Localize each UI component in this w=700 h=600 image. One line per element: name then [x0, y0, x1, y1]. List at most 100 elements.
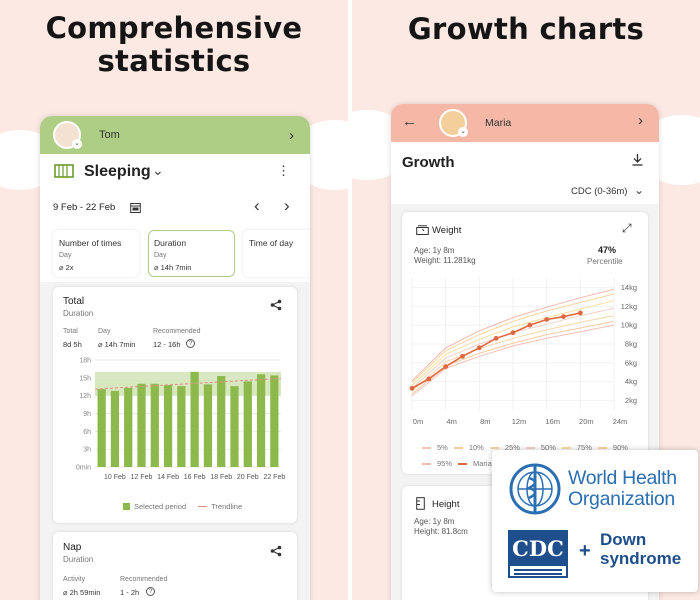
phone-frame-statistics: ⌄ Tom › Sleeping ⌄ ⋮ 9 Feb - 22 Feb	[40, 116, 310, 600]
y-tick-label: 12kg	[621, 302, 637, 311]
avatar[interactable]: ⌄	[53, 121, 82, 149]
page-title: Growth	[402, 154, 455, 171]
legend-25: 25%	[504, 443, 520, 452]
left-headline-line1: Comprehensive	[45, 11, 303, 45]
total-card: Total Duration Total 8d 5h Day ⌀ 14h 7mi…	[53, 287, 297, 523]
percentile-value: 47%	[598, 245, 617, 255]
ruler-icon	[416, 497, 425, 510]
back-arrow-icon[interactable]: ←	[402, 113, 417, 130]
previous-arrow-icon[interactable]: ‹	[254, 196, 260, 215]
x-tick-label: 20 Feb	[237, 474, 259, 481]
share-icon[interactable]	[270, 299, 282, 311]
help-icon[interactable]: ?	[186, 339, 195, 348]
legend-maria: Maria	[473, 459, 492, 468]
maria-point	[493, 335, 499, 341]
stat-value: ⌀ 14h 7min	[98, 340, 136, 349]
card-title: Nap	[63, 542, 82, 553]
bar	[256, 374, 266, 467]
y-tick-label: 6h	[83, 429, 91, 436]
stat-tab-time-of-day[interactable]: Time of day	[243, 230, 310, 277]
maria-point	[426, 376, 432, 382]
chevron-down-icon: ⌄	[72, 139, 82, 149]
height-age: Age: 1y 8m	[414, 517, 455, 526]
x-tick-label: 16 Feb	[184, 474, 206, 481]
bar	[137, 383, 146, 467]
avatar[interactable]: ⌄	[439, 109, 468, 137]
next-arrow-icon[interactable]: ›	[284, 196, 290, 215]
x-tick-label: 4m	[446, 417, 456, 426]
share-icon[interactable]	[270, 545, 282, 557]
weight-card: Weight ⤢ Age: 1y 8m Weight: 11.281kg 47%…	[402, 212, 648, 474]
left-headline-line2: statistics	[97, 44, 251, 78]
chevron-down-icon[interactable]: ⌄	[634, 183, 645, 197]
chevron-right-icon[interactable]: ›	[289, 126, 294, 144]
profile-bar[interactable]: ← ⌄ Maria ›	[391, 104, 659, 142]
help-icon[interactable]: ?	[146, 587, 155, 596]
maria-point	[476, 345, 482, 351]
legend-swatch-selected	[123, 503, 130, 510]
legend-swatch	[525, 446, 535, 449]
chart-standard-select[interactable]: CDC (0-36m)	[571, 186, 628, 197]
more-menu-icon[interactable]: ⋮	[277, 163, 290, 178]
down-syndrome-line1: Down	[600, 530, 647, 549]
cdc-logo: CDC	[508, 530, 568, 578]
bar	[243, 381, 252, 467]
bar	[124, 387, 133, 467]
stat-tab-sub: Day	[59, 252, 72, 259]
x-tick-label: 10 Feb	[104, 474, 126, 481]
stat-tab-title: Duration	[154, 238, 187, 248]
activity-title[interactable]: Sleeping	[84, 163, 151, 180]
legend-50: 50%	[540, 443, 556, 452]
legend-swatch	[422, 462, 431, 465]
growth-panel: Growth charts ← ⌄ Maria › Growth CDC (0-…	[352, 0, 700, 600]
y-tick-label: 14kg	[621, 283, 637, 292]
y-tick-label: 2kg	[625, 396, 637, 405]
chevron-down-icon[interactable]: ⌄	[152, 162, 164, 178]
legend-90: 90%	[612, 443, 628, 452]
maria-point	[409, 385, 415, 391]
chevron-right-icon[interactable]: ›	[638, 112, 643, 129]
legend-swatch	[453, 446, 463, 449]
bar	[190, 371, 199, 467]
y-tick-label: 12h	[79, 393, 91, 400]
download-icon[interactable]	[631, 153, 644, 166]
calendar-icon[interactable]	[130, 202, 141, 213]
x-tick-label: 12m	[512, 417, 527, 426]
card-title: Total	[63, 296, 85, 307]
stat-tab-value: ⌀ 14h 7min	[154, 263, 192, 272]
who-name-line2: Organization	[568, 488, 675, 510]
profile-name: Maria	[485, 117, 512, 129]
stat-tab-sub: Day	[154, 252, 167, 259]
fullscreen-icon[interactable]: ⤢	[622, 221, 632, 235]
stat-value: ⌀ 2h 59min	[63, 588, 101, 597]
x-tick-label: 24m	[613, 417, 628, 426]
maria-point	[443, 364, 449, 370]
stat-value: 1 - 2h	[120, 588, 140, 597]
maria-point	[510, 330, 516, 336]
bar	[270, 375, 279, 467]
crib-icon	[54, 164, 74, 178]
percentile-line	[411, 300, 615, 386]
weight-age: Age: 1y 8m	[414, 246, 455, 255]
percentile-label: Percentile	[587, 257, 623, 266]
x-tick-label: 22 Feb	[263, 474, 285, 481]
stat-tab-value: ⌀ 2x	[59, 263, 74, 272]
activity-header: Sleeping ⌄ ⋮	[40, 154, 310, 184]
profile-bar[interactable]: ⌄ Tom ›	[40, 116, 310, 154]
legend-swatch	[422, 446, 431, 449]
stat-tab-title: Time of day	[249, 238, 294, 248]
x-tick-label: 16m	[545, 417, 560, 426]
card-subtitle: Duration	[63, 309, 94, 318]
stat-tab-title: Number of times	[59, 238, 122, 248]
who-emblem-icon	[509, 463, 561, 515]
stat-tab-duration[interactable]: Duration Day ⌀ 14h 7min	[148, 230, 235, 277]
stat-tab-number-of-times[interactable]: Number of times Day ⌀ 2x	[53, 230, 139, 277]
bar	[203, 384, 213, 467]
y-tick-label: 0min	[76, 465, 91, 472]
bar	[110, 390, 120, 467]
who-name-line1: World Health	[568, 467, 677, 489]
stat-label: Recommended	[120, 576, 168, 583]
bar	[177, 386, 186, 467]
card-subtitle: Duration	[63, 555, 94, 564]
x-tick-label: 14 Feb	[157, 474, 179, 481]
